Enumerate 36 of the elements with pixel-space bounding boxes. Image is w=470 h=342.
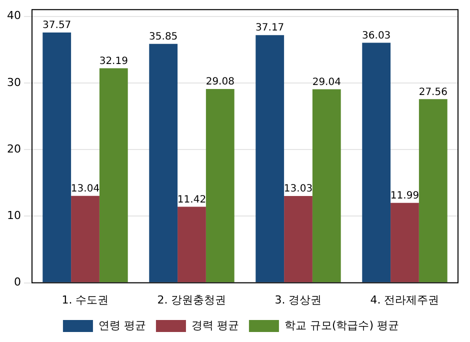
bar [99,68,128,282]
legend-label: 경력 평균 [191,318,239,332]
bar [71,196,100,282]
bar [312,89,341,282]
y-tick-label: 30 [6,76,21,89]
x-tick-label: 3. 경상권 [274,293,322,306]
data-label: 37.57 [42,20,72,32]
data-label: 11.42 [177,194,206,206]
data-label: 29.08 [206,76,234,88]
bar [418,99,448,282]
bar [256,35,284,282]
data-label: 13.04 [70,184,100,195]
data-label: 32.19 [99,56,128,67]
y-tick-label: 20 [6,142,21,156]
y-tick-label: 40 [6,9,21,22]
data-label: 29.04 [312,76,341,88]
data-label: 27.56 [418,86,448,98]
data-label: 13.03 [284,184,313,195]
legend-label: 학교 규모(학급수) 평균 [284,318,400,332]
data-label: 37.17 [256,22,284,34]
data-label: 35.85 [149,32,178,43]
y-tick-label: 0 [14,276,21,289]
legend-label: 연령 평균 [98,318,146,332]
x-tick-label: 1. 수도권 [62,293,109,306]
bar [390,202,419,282]
data-label: 36.03 [362,30,391,42]
x-tick-label: 2. 강원충청권 [157,293,226,306]
bar [178,206,206,282]
bar [206,89,234,282]
x-tick-label: 4. 전라제주권 [370,293,440,306]
bar [284,196,312,282]
bar [362,42,391,282]
bar [42,32,72,282]
bar [149,44,178,282]
data-label: 11.99 [390,190,420,202]
y-tick-label: 10 [6,209,21,222]
